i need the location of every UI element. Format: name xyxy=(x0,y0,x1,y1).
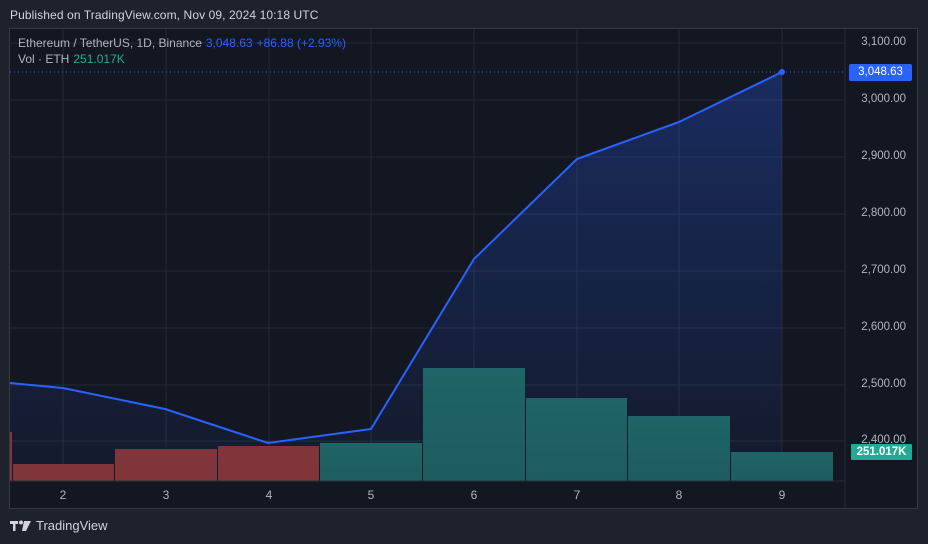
price-tick: 2,600.00 xyxy=(861,321,906,333)
time-tick: 4 xyxy=(265,488,273,502)
time-tick: 2 xyxy=(59,488,67,502)
volume-bar-7 xyxy=(526,398,627,481)
price-line xyxy=(9,71,783,444)
tradingview-logo-icon xyxy=(10,520,31,531)
volume-bar-9 xyxy=(731,452,833,481)
volume-bar-5 xyxy=(320,443,422,481)
price-tick: 2,500.00 xyxy=(861,378,906,390)
volume-bar-3 xyxy=(115,449,217,481)
volume-bar-8 xyxy=(628,416,730,481)
tradingview-branding[interactable]: TradingView xyxy=(10,518,108,533)
legend-volume-row: Vol · ETH 251.017K xyxy=(18,51,346,67)
current-price-tag: 3,048.63 xyxy=(849,64,912,81)
last-price-marker xyxy=(779,69,785,75)
price-tick: 2,800.00 xyxy=(861,207,906,219)
price-tick: 2,400.00 xyxy=(861,434,906,446)
volume-bars xyxy=(10,368,833,481)
legend-change: +86.88 (+2.93%) xyxy=(256,36,346,50)
time-tick: 5 xyxy=(367,488,375,502)
published-caption: Published on TradingView.com, Nov 09, 20… xyxy=(10,8,319,22)
legend-volume-value: 251.017K xyxy=(73,52,125,66)
tradingview-brand-text: TradingView xyxy=(36,518,108,533)
volume-bar-2 xyxy=(13,464,114,481)
legend-price: 3,048.63 xyxy=(205,36,253,50)
price-tick: 3,000.00 xyxy=(861,93,906,105)
volume-bar-1 xyxy=(10,432,12,481)
price-tick: 2,700.00 xyxy=(861,264,906,276)
volume-value-tag: 251.017K xyxy=(851,444,912,460)
volume-bar-6 xyxy=(423,368,525,481)
time-tick: 8 xyxy=(675,488,683,502)
symbol-title[interactable]: Ethereum / TetherUS, 1D, Binance xyxy=(18,36,202,50)
time-tick: 3 xyxy=(162,488,170,502)
price-tick: 3,100.00 xyxy=(861,36,906,48)
price-tick: 2,900.00 xyxy=(861,150,906,162)
price-area-fill xyxy=(10,72,782,481)
time-tick: 7 xyxy=(573,488,581,502)
time-tick: 9 xyxy=(778,488,786,502)
volume-bar-4 xyxy=(218,446,319,481)
legend-symbol-row: Ethereum / TetherUS, 1D, Binance 3,048.63… xyxy=(18,35,346,51)
chart-legend: Ethereum / TetherUS, 1D, Binance 3,048.63… xyxy=(18,35,346,67)
volume-indicator-title[interactable]: Vol · ETH xyxy=(18,52,70,66)
time-tick: 6 xyxy=(470,488,478,502)
